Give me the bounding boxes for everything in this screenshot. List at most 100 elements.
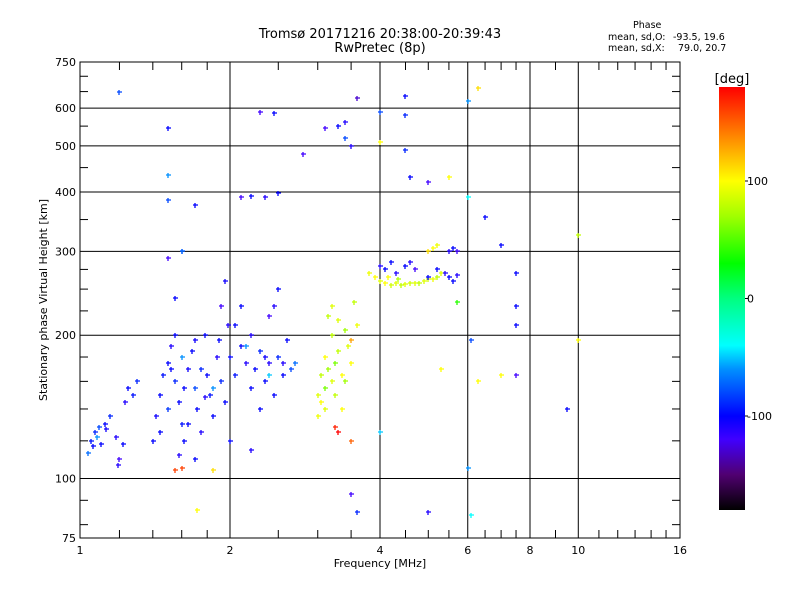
y-tick-label: 75 (62, 532, 76, 545)
data-point (89, 439, 94, 444)
y-tick-label: 500 (55, 140, 76, 153)
data-point (394, 281, 399, 286)
data-point (403, 94, 408, 99)
data-point (173, 333, 178, 338)
data-point (435, 275, 440, 280)
data-point (352, 300, 357, 305)
data-point (173, 296, 178, 301)
data-point (323, 386, 328, 391)
data-point (281, 361, 286, 366)
data-point (114, 435, 119, 440)
data-point (466, 466, 471, 471)
data-point (355, 510, 360, 515)
x-tick-label: 10 (571, 544, 585, 557)
data-point (355, 96, 360, 101)
data-point (333, 393, 338, 398)
x-axis-label: Frequency [MHz] (334, 557, 426, 570)
data-point (263, 379, 268, 384)
data-point (499, 373, 504, 378)
data-point (233, 323, 238, 328)
data-point (426, 510, 431, 515)
data-point (86, 451, 91, 456)
data-point (239, 344, 244, 349)
data-point (439, 367, 444, 372)
y-tick-label: 300 (55, 245, 76, 258)
data-point (104, 427, 109, 432)
data-point (173, 468, 178, 473)
data-point (177, 453, 182, 458)
data-point (117, 90, 122, 95)
data-point (195, 508, 200, 513)
data-point (180, 249, 185, 254)
data-point (343, 379, 348, 384)
data-point (267, 314, 272, 319)
y-tick-label: 100 (55, 473, 76, 486)
data-point (161, 373, 166, 378)
data-point (431, 277, 436, 282)
data-point (330, 379, 335, 384)
data-point (417, 281, 422, 286)
data-point (426, 180, 431, 185)
data-point (349, 144, 354, 149)
data-point (455, 249, 460, 254)
data-point (343, 136, 348, 141)
data-point (499, 243, 504, 248)
data-point (378, 279, 383, 284)
data-point (340, 407, 345, 412)
x-tick-label: 4 (377, 544, 384, 557)
data-point (177, 400, 182, 405)
chart-title: Tromsø 20171216 20:38:00-20:39:43 (258, 27, 502, 42)
data-point (244, 344, 249, 349)
data-point (166, 173, 171, 178)
data-point (166, 361, 171, 366)
phase-stats-o-label: mean, sd,O: (608, 32, 666, 43)
data-point (394, 271, 399, 276)
colorbar-tick-label: 0 (747, 293, 754, 306)
data-point (349, 338, 354, 343)
phase-stats-x-values: 79.0, 20.7 (678, 43, 727, 54)
data-point (158, 430, 163, 435)
data-point (258, 407, 263, 412)
data-point (389, 283, 394, 288)
data-point (103, 422, 108, 427)
colorbar-label: [deg] (715, 72, 750, 87)
data-point (126, 386, 131, 391)
data-point (186, 422, 191, 427)
data-point (378, 110, 383, 115)
data-point (272, 304, 277, 309)
data-point (233, 373, 238, 378)
data-point (336, 318, 341, 323)
data-point (223, 279, 228, 284)
data-point (226, 323, 231, 328)
data-point (258, 110, 263, 115)
data-point (319, 373, 324, 378)
colorbar-ticks: 100 0 -100 (745, 175, 772, 423)
data-point (203, 395, 208, 400)
data-point (267, 361, 272, 366)
data-point (211, 468, 216, 473)
data-point (426, 275, 431, 280)
data-point (330, 333, 335, 338)
x-tick-label: 1 (77, 544, 84, 557)
data-point (293, 361, 298, 366)
y-axis-label: Stationary phase Virtual Height [km] (37, 199, 50, 401)
phase-stats-x-label: mean, sd,X: (608, 43, 665, 54)
data-point (263, 355, 268, 360)
data-point (403, 148, 408, 153)
data-point (386, 275, 391, 280)
data-point (199, 430, 204, 435)
data-point (253, 367, 258, 372)
data-point (349, 361, 354, 366)
data-point (396, 277, 401, 282)
data-point (108, 414, 113, 419)
data-point (267, 373, 272, 378)
data-point (399, 283, 404, 288)
data-point (95, 435, 100, 440)
data-point (154, 414, 159, 419)
data-point (378, 430, 383, 435)
axes: 1 2 4 6 8 10 16 75 100 200 300 400 500 600 750 (55, 56, 687, 557)
data-point (383, 281, 388, 286)
data-point (249, 333, 254, 338)
data-point (316, 393, 321, 398)
